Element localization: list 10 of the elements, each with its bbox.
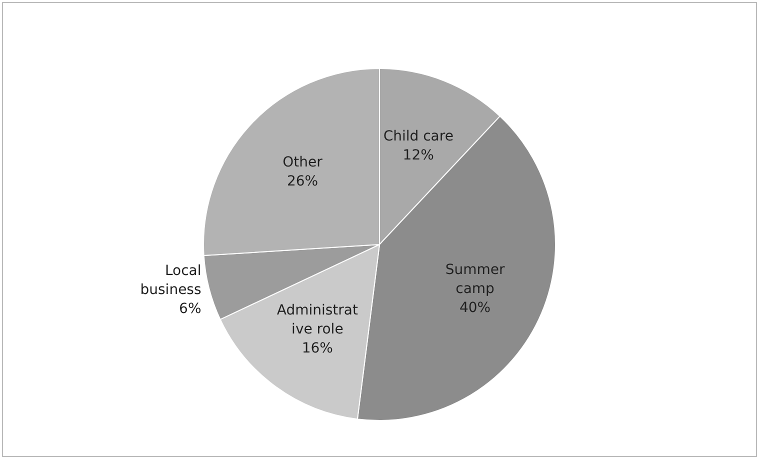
slice-label: Administrative role — [276, 302, 358, 338]
slice-label: Local business — [140, 262, 202, 298]
data-label: 16% — [302, 340, 333, 357]
data-label: 26% — [286, 173, 318, 190]
slice-label: Other — [282, 154, 323, 170]
slice-label: Child care — [383, 128, 454, 144]
data-label: 12% — [402, 147, 434, 164]
slice-label: Summer camp — [445, 262, 505, 298]
data-label: 40% — [459, 300, 491, 316]
data-label: 6% — [179, 300, 202, 317]
